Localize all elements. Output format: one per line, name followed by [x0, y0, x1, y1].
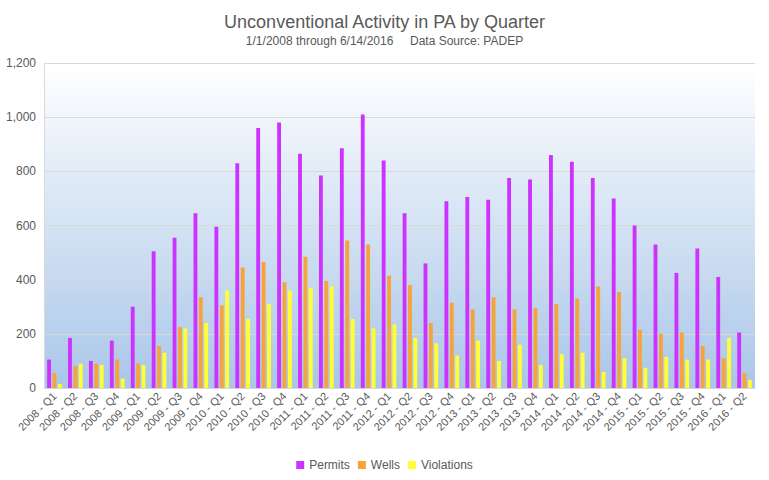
svg-text:600: 600	[16, 219, 36, 233]
svg-text:200: 200	[16, 327, 36, 341]
svg-text:1,200: 1,200	[6, 56, 36, 70]
svg-text:2010 - Q2: 2010 - Q2	[203, 389, 247, 433]
svg-text:2011 - Q2: 2011 - Q2	[288, 389, 331, 433]
svg-text:2013 - Q3: 2013 - Q3	[475, 389, 519, 433]
svg-text:2011 - Q1: 2011 - Q1	[267, 389, 310, 433]
svg-text:2011 - Q3: 2011 - Q3	[309, 389, 352, 433]
svg-text:2012 - Q3: 2012 - Q3	[392, 389, 436, 433]
svg-text:2015 - Q3: 2015 - Q3	[643, 389, 687, 433]
svg-text:2012 - Q1: 2012 - Q1	[350, 389, 394, 433]
svg-text:2013 - Q1: 2013 - Q1	[433, 389, 477, 433]
svg-text:2008 - Q1: 2008 - Q1	[15, 389, 59, 433]
svg-text:2016 - Q2: 2016 - Q2	[706, 390, 749, 433]
svg-text:2010 - Q3: 2010 - Q3	[224, 389, 268, 433]
svg-text:2009 - Q1: 2009 - Q1	[99, 389, 143, 433]
svg-text:2009 - Q4: 2009 - Q4	[162, 389, 206, 433]
svg-text:2013 - Q4: 2013 - Q4	[496, 389, 540, 433]
svg-text:2014 - Q2: 2014 - Q2	[538, 389, 582, 433]
svg-text:1/1/2008 through 6/14/2016: 1/1/2008 through 6/14/2016 Data Source: …	[246, 34, 523, 48]
svg-text:2015 - Q4: 2015 - Q4	[663, 389, 707, 433]
svg-text:2013 - Q2: 2013 - Q2	[454, 389, 498, 433]
svg-text:2009 - Q2: 2009 - Q2	[120, 389, 164, 433]
svg-text:2012 - Q2: 2012 - Q2	[371, 389, 415, 433]
svg-text:1,000: 1,000	[6, 110, 36, 124]
svg-text:2011 - Q4: 2011 - Q4	[329, 389, 373, 433]
svg-text:2008 - Q4: 2008 - Q4	[78, 389, 122, 433]
svg-text:2010 - Q4: 2010 - Q4	[245, 389, 289, 433]
svg-text:Unconventional Activity in PA: Unconventional Activity in PA by Quarter	[224, 12, 545, 32]
svg-text:2010 - Q1: 2010 - Q1	[183, 389, 226, 433]
svg-text:Wells: Wells	[371, 458, 400, 472]
svg-text:2014 - Q3: 2014 - Q3	[559, 389, 603, 433]
svg-text:2015 - Q2: 2015 - Q2	[622, 389, 666, 433]
svg-text:2012 - Q4: 2012 - Q4	[413, 389, 456, 433]
svg-text:Permits: Permits	[309, 458, 350, 472]
svg-text:Violations: Violations	[421, 458, 473, 472]
svg-text:2008 - Q2: 2008 - Q2	[36, 389, 80, 433]
svg-text:2014 - Q4: 2014 - Q4	[580, 389, 624, 433]
svg-text:800: 800	[16, 164, 36, 178]
svg-text:2016 - Q1: 2016 - Q1	[684, 389, 728, 433]
svg-text:400: 400	[16, 273, 36, 287]
svg-text:0: 0	[29, 381, 36, 395]
svg-text:2009 - Q3: 2009 - Q3	[141, 389, 185, 433]
svg-text:2015 - Q1: 2015 - Q1	[601, 389, 645, 433]
svg-text:2014 - Q1: 2014 - Q1	[517, 389, 561, 433]
svg-text:2008 - Q3: 2008 - Q3	[57, 389, 101, 433]
